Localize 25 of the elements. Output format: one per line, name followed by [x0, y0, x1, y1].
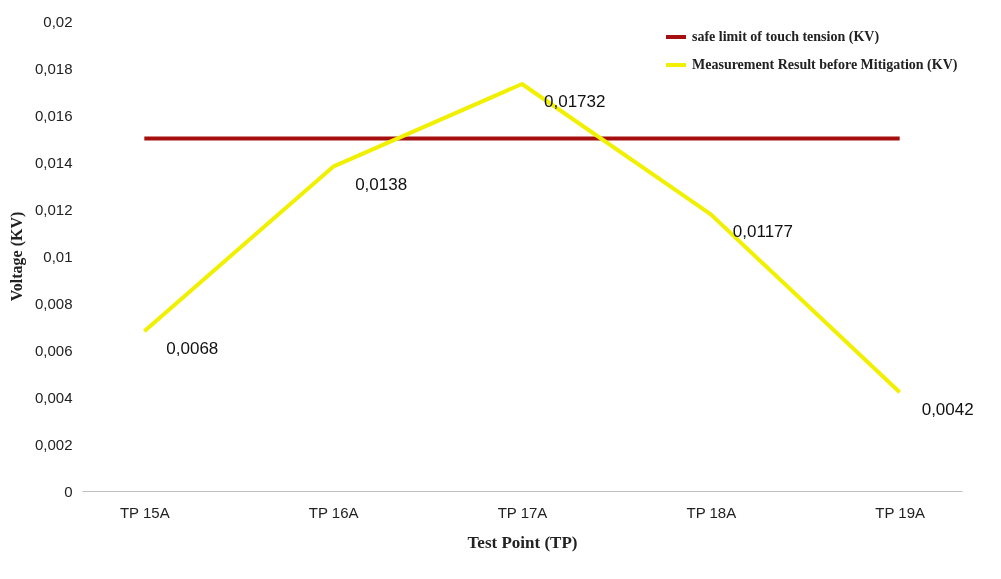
x-axis-title: Test Point (TP) — [467, 532, 578, 552]
data-label: 0,0042 — [921, 400, 974, 420]
y-tick-label: 0,004 — [34, 388, 73, 406]
y-tick-label: 0,014 — [34, 153, 73, 171]
data-label: 0,01177 — [732, 222, 794, 242]
y-tick-label: 0,02 — [43, 12, 73, 30]
x-tick-label: TP 19A — [875, 503, 926, 521]
y-tick-label: 0 — [64, 482, 73, 500]
line-series — [142, 81, 902, 395]
y-tick-label: 0,008 — [34, 294, 73, 312]
legend-label: Measurement Result before Mitigation (KV) — [692, 57, 958, 73]
legend-label: safe limit of touch tension (KV) — [692, 29, 880, 45]
y-tick-label: 0,012 — [34, 200, 73, 218]
x-tick-label: TP 18A — [686, 503, 737, 521]
x-tick-label: TP 15A — [119, 503, 170, 521]
y-tick-label: 0,01 — [43, 247, 73, 265]
x-tick-label: TP 17A — [497, 503, 548, 521]
y-tick-label: 0,016 — [34, 106, 73, 124]
y-tick-label: 0,002 — [34, 435, 73, 453]
y-axis-title: Voltage (KV) — [7, 211, 26, 302]
x-tick-label: TP 16A — [308, 503, 359, 521]
data-label: 0,0138 — [355, 174, 408, 194]
y-tick-label: 0,018 — [34, 59, 73, 77]
data-label: 0,0068 — [166, 339, 219, 359]
y-tick-label: 0,006 — [34, 341, 73, 359]
